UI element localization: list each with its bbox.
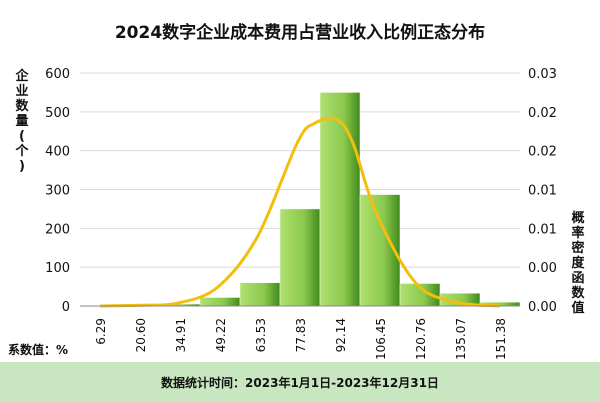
x-tick-label: 77.83 bbox=[294, 318, 308, 352]
bar bbox=[279, 208, 321, 307]
x-tick-label: 120.76 bbox=[414, 318, 428, 360]
y2-label-char: 数 bbox=[571, 285, 585, 301]
y-label-char: 企 bbox=[14, 68, 29, 84]
bar bbox=[199, 297, 241, 307]
y2-label-char: 密 bbox=[570, 240, 584, 256]
x-tick-label: 92.14 bbox=[334, 318, 348, 352]
bar bbox=[319, 92, 361, 307]
density-line bbox=[99, 116, 501, 308]
y-tick-label: 200 bbox=[45, 222, 70, 237]
density-curve bbox=[99, 116, 501, 308]
y-label-char: 数 bbox=[15, 98, 29, 114]
y-label-char: 量 bbox=[15, 114, 28, 129]
x-tick-label: 20.60 bbox=[134, 318, 148, 352]
y-label-char: 个 bbox=[14, 143, 29, 159]
x-tick-label: 106.45 bbox=[374, 318, 388, 360]
x-tick-label: 49.22 bbox=[214, 318, 228, 352]
y2-tick-label: 0.02 bbox=[528, 106, 557, 121]
y2-tick-label: 0.01 bbox=[528, 222, 557, 237]
y-tick-label: 600 bbox=[45, 67, 70, 82]
y2-tick-label: 0.03 bbox=[528, 67, 557, 82]
x-tick-label: 63.53 bbox=[254, 318, 268, 352]
x-tick-label: 34.91 bbox=[174, 318, 188, 352]
x-tick-label: 135.07 bbox=[454, 318, 468, 360]
y2-label-char: 概 bbox=[571, 210, 584, 226]
y-tick-label: 400 bbox=[45, 145, 70, 160]
y2-tick-label: 0.00 bbox=[528, 300, 557, 315]
x-unit-note: 系数值：% bbox=[8, 342, 68, 357]
bar bbox=[239, 282, 281, 307]
y-label-char: 业 bbox=[15, 83, 28, 99]
y-label-char: ) bbox=[19, 159, 25, 174]
y-tick-label: 0 bbox=[62, 300, 70, 315]
y2-tick-label: 0.01 bbox=[528, 184, 557, 199]
y2-label-char: 函 bbox=[571, 271, 584, 286]
y-tick-label: 300 bbox=[45, 184, 70, 199]
x-tick-label: 151.38 bbox=[494, 318, 508, 360]
y2-label-char: 值 bbox=[571, 300, 584, 316]
bars bbox=[79, 92, 521, 307]
axes: 0 0.00 100 0.00 200 0.01 300 0.01 400 0.02 500 0.02… bbox=[45, 67, 557, 360]
y2-tick-label: 0.02 bbox=[528, 145, 557, 160]
footer-date-range: 数据统计时间：2023年1月1日-2023年12月31日 bbox=[0, 362, 600, 402]
y-tick-label: 100 bbox=[45, 261, 70, 276]
y2-tick-label: 0.00 bbox=[528, 261, 557, 276]
gridlines bbox=[80, 72, 520, 268]
x-tick-label: 6.29 bbox=[94, 318, 108, 345]
y-label-char: ( bbox=[19, 129, 25, 144]
y-tick-label: 500 bbox=[45, 106, 70, 121]
y2-label-char: 率 bbox=[571, 225, 584, 241]
chart-title: 2024数字企业成本费用占营业收入比例正态分布 bbox=[115, 22, 485, 43]
footer-text: 数据统计时间：2023年1月1日-2023年12月31日 bbox=[161, 375, 439, 390]
y2-label-char: 度 bbox=[571, 255, 585, 271]
